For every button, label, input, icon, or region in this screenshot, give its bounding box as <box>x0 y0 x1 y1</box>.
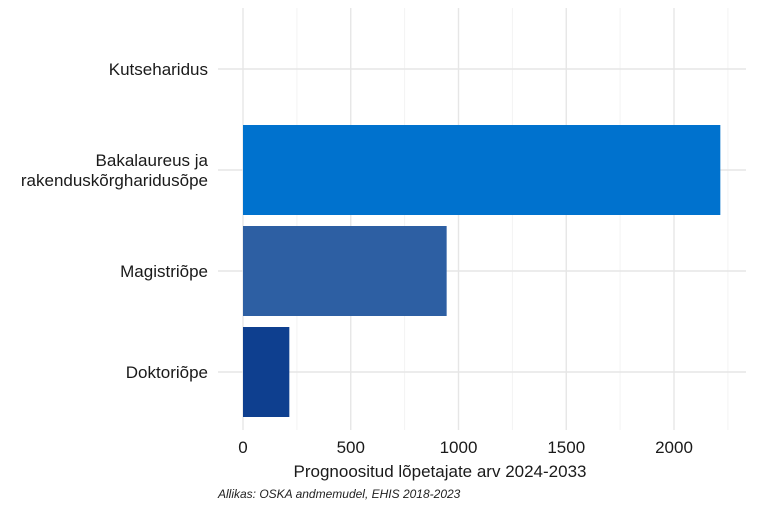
category-label: Kutseharidus <box>109 60 208 79</box>
x-axis-title: Prognoositud lõpetajate arv 2024-2033 <box>294 462 587 481</box>
bars <box>243 125 721 417</box>
x-tick-label: 0 <box>238 438 247 457</box>
bar <box>243 327 290 417</box>
category-labels: Kutseharidus Bakalaureus jarakenduskõrgha… <box>21 60 209 382</box>
x-tick-label: 500 <box>337 438 365 457</box>
category-label: Magistriõpe <box>120 262 208 281</box>
bar <box>243 125 721 215</box>
source-caption: Allikas: OSKA andmemudel, EHIS 2018-2023 <box>218 487 461 501</box>
category-label: Doktoriõpe <box>126 363 208 382</box>
bar <box>243 226 447 316</box>
category-label: Bakalaureus ja <box>96 151 209 170</box>
grid-lines <box>218 8 746 430</box>
x-tick-labels: 0 500 1000 1500 2000 <box>238 438 693 457</box>
x-tick-label: 1500 <box>547 438 585 457</box>
x-tick-label: 2000 <box>655 438 693 457</box>
x-tick-label: 1000 <box>440 438 478 457</box>
category-label: rakenduskõrgharidusõpe <box>21 171 208 190</box>
